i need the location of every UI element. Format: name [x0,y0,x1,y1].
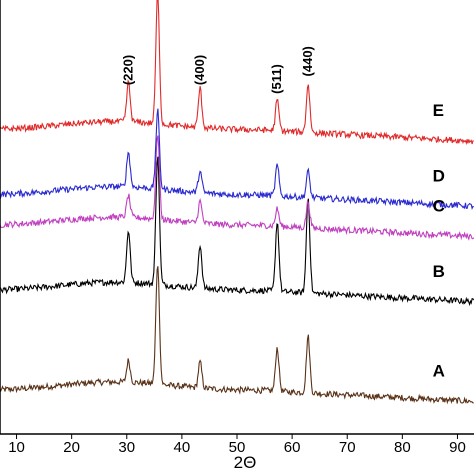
series-line-a [0,266,474,405]
series-label-a: A [433,362,445,381]
series-label-b: B [433,262,445,281]
curves-group [0,0,474,405]
x-tick-label: 70 [339,439,356,456]
peak-labels-group: (220)(311)(400)(511)(440) [120,46,315,94]
series-line-c [0,135,474,241]
peak-label: (220) [120,55,135,85]
x-tick-label: 40 [174,439,191,456]
series-line-b [0,156,474,307]
x-tick-label: 30 [118,439,135,456]
peak-label: (400) [192,55,207,85]
series-label-c: C [433,197,445,216]
series-line-d [0,108,474,211]
peak-label: (511) [269,64,284,94]
series-label-e: E [433,101,444,120]
series-label-d: D [433,166,445,185]
x-tick-label: 50 [229,439,246,456]
x-tick-label: 10 [8,439,25,456]
series-line-e [0,0,474,146]
x-tick-label: 80 [394,439,411,456]
x-axis-label: 2Θ [234,453,257,472]
peak-label: (440) [300,46,315,76]
x-ticks-group: 10 20 30 40 50 60 70 80 90 [8,434,466,456]
series-labels-group: A B CD E [433,101,445,380]
x-tick-label: 60 [284,439,301,456]
x-tick-label: 90 [449,439,466,456]
x-tick-label: 20 [63,439,80,456]
